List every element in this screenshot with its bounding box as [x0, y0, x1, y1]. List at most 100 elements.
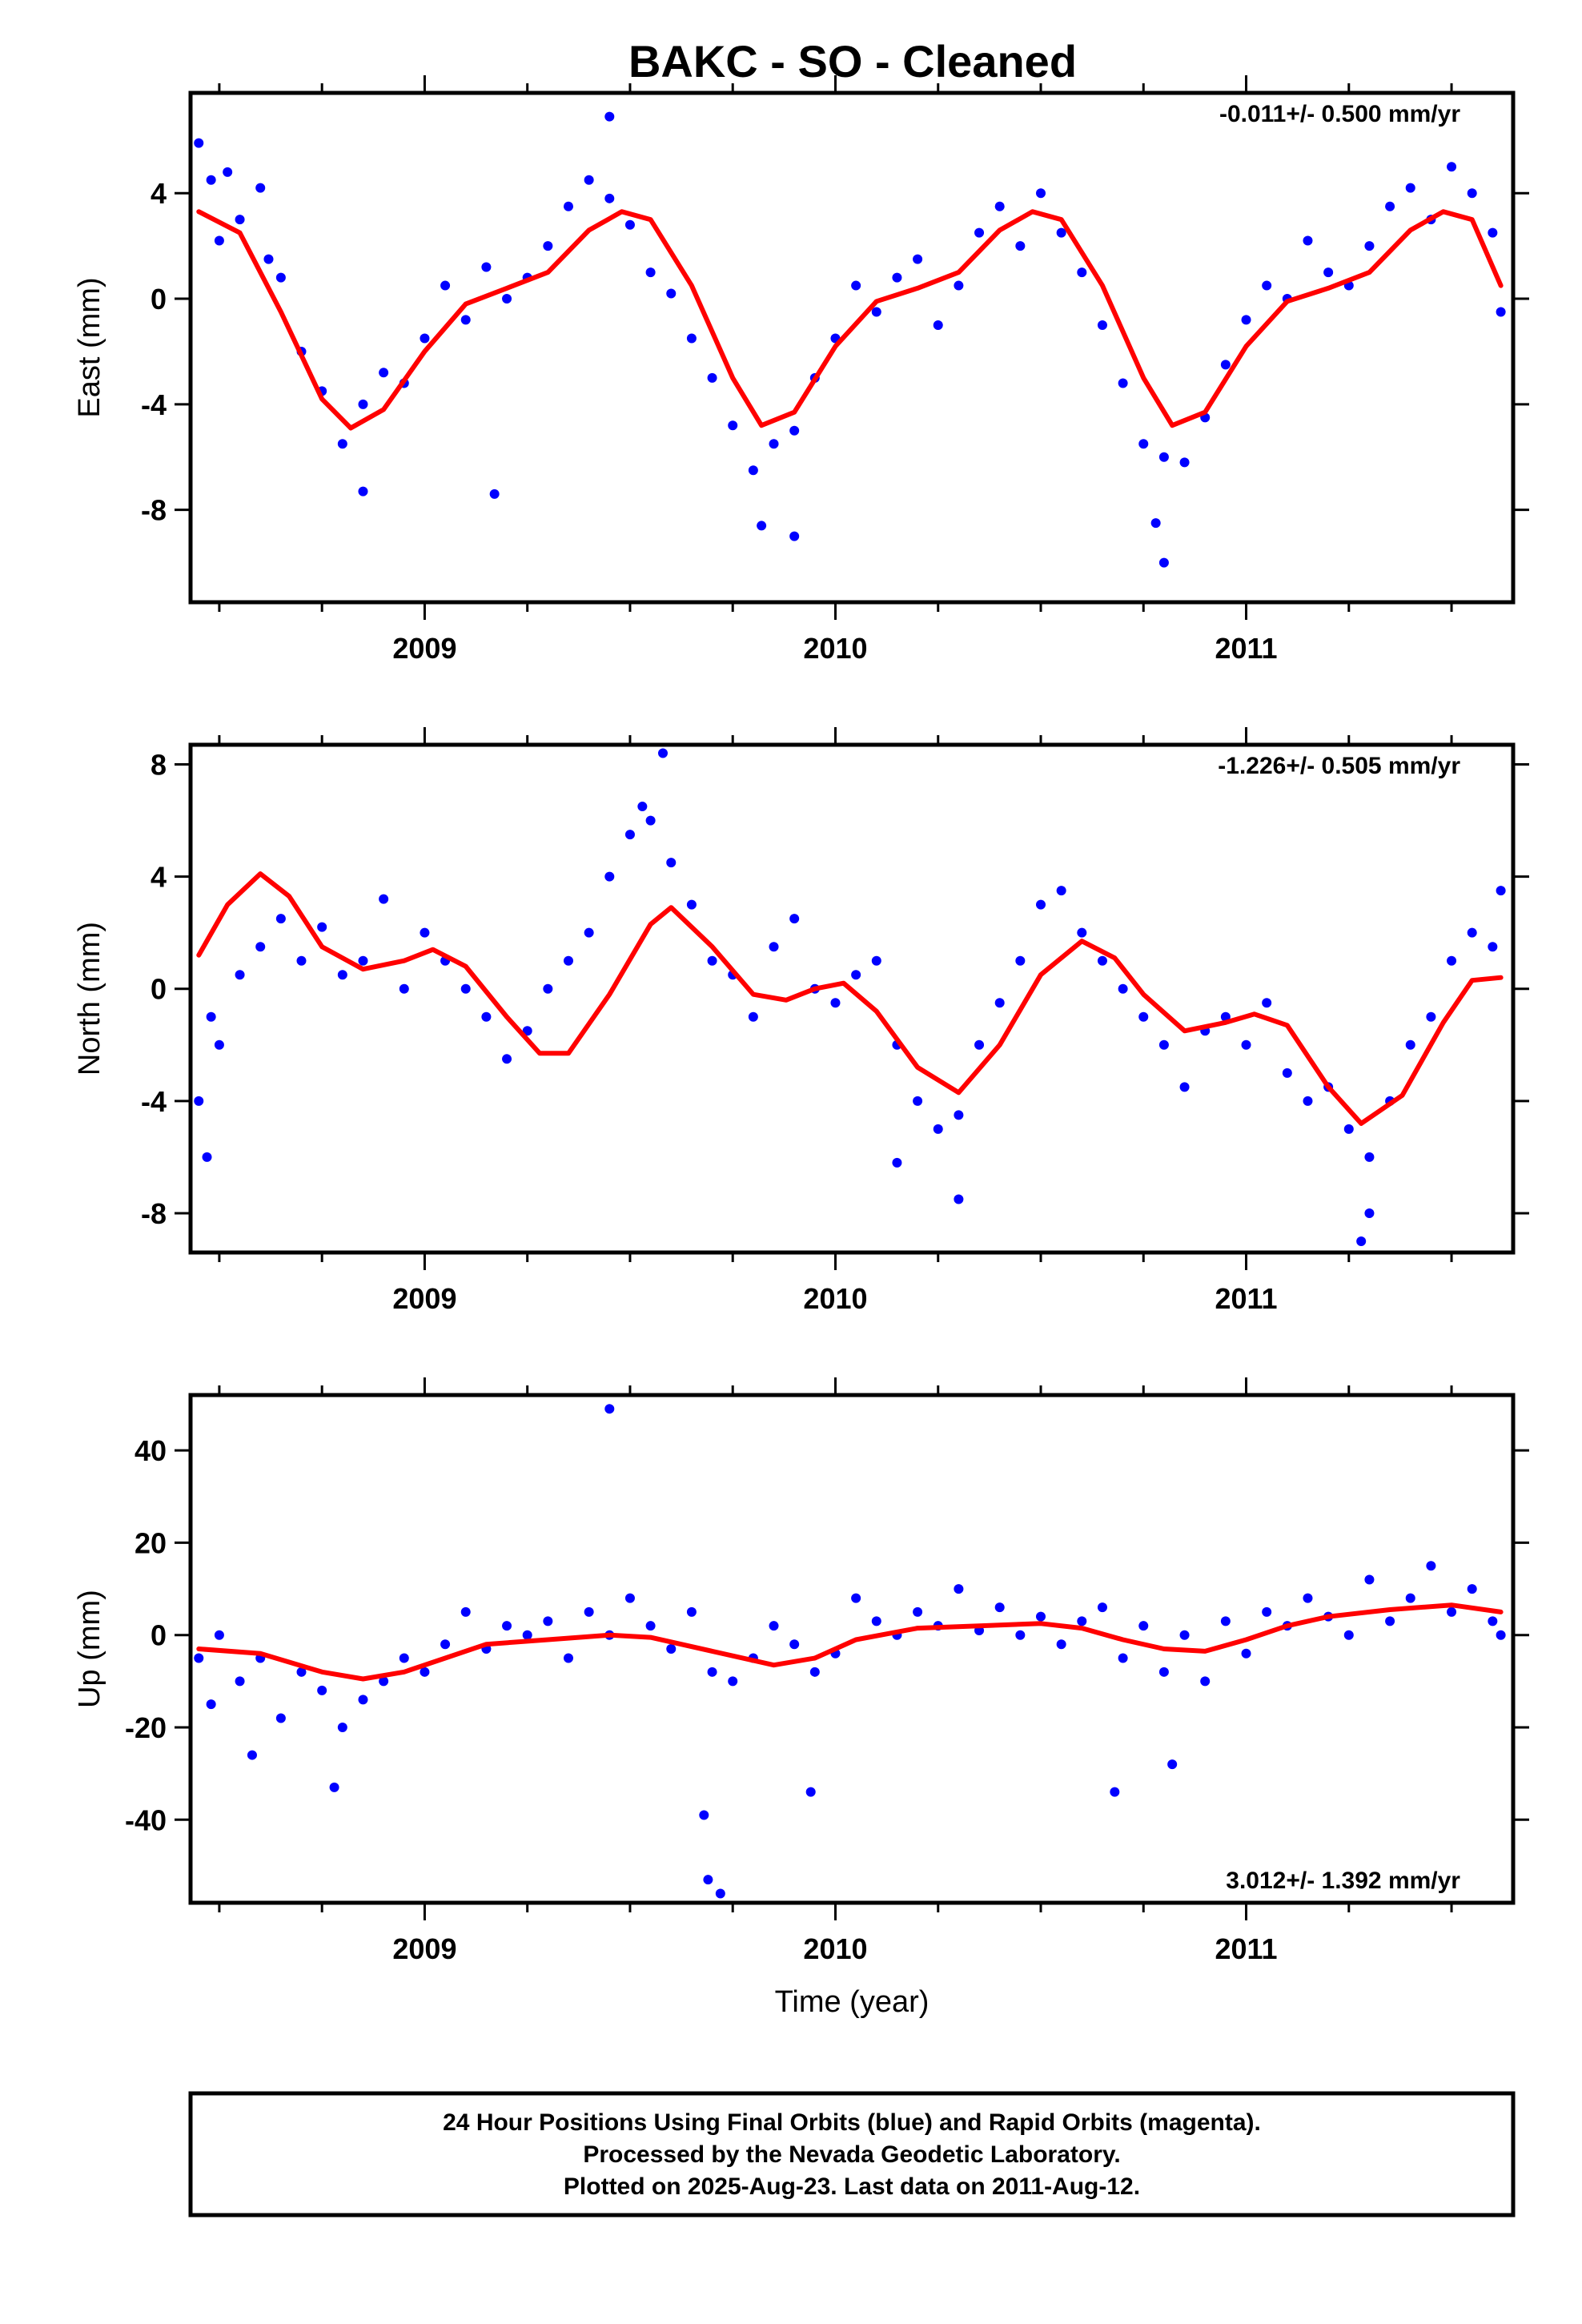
data-point — [789, 1639, 800, 1650]
data-point — [1097, 320, 1107, 330]
data-point — [194, 1653, 204, 1663]
data-point — [1496, 307, 1506, 317]
fit-curve — [196, 1602, 1504, 1682]
chart-title: BAKC - SO - Cleaned — [628, 36, 1077, 86]
up-panel: 2009 2010 2011 40 20 0 -20 -40 Up (mm) Time (year… — [73, 1377, 1529, 2019]
data-point — [851, 1593, 861, 1603]
data-points — [194, 748, 1506, 1246]
data-point — [329, 1782, 339, 1792]
data-point — [1097, 1602, 1107, 1613]
data-point — [358, 486, 368, 497]
y-axis-label: East (mm) — [73, 277, 106, 417]
data-point — [1015, 955, 1026, 966]
data-point — [604, 111, 615, 122]
data-point — [728, 420, 738, 431]
data-point — [748, 465, 758, 476]
data-point — [584, 175, 594, 185]
data-point — [666, 858, 677, 868]
data-point — [769, 439, 779, 449]
data-point — [604, 871, 615, 882]
data-point — [1488, 1616, 1498, 1626]
data-point — [1405, 1593, 1415, 1603]
data-point — [769, 942, 779, 952]
y-tick-label: -8 — [141, 494, 167, 527]
data-point — [871, 1616, 881, 1626]
data-point — [666, 1644, 677, 1654]
data-point — [564, 201, 573, 211]
data-point — [275, 272, 286, 283]
rate-label: -0.011+/- 0.500 mm/yr — [1219, 101, 1460, 127]
data-point — [851, 280, 861, 291]
data-point — [337, 439, 347, 449]
data-point — [1405, 183, 1415, 193]
x-tick-label: 2010 — [803, 1282, 867, 1315]
data-point — [1036, 188, 1046, 199]
data-point — [645, 267, 656, 278]
data-point — [502, 1054, 512, 1064]
data-point — [1364, 1152, 1375, 1162]
data-point — [337, 1722, 347, 1732]
data-point — [1241, 315, 1251, 325]
data-point — [1220, 1011, 1231, 1022]
plot-frame — [188, 742, 1516, 1255]
data-point — [420, 1667, 430, 1677]
data-point — [1496, 886, 1506, 896]
data-point — [194, 1096, 204, 1106]
data-point — [1385, 201, 1395, 211]
data-point — [757, 521, 767, 531]
data-point — [658, 748, 668, 758]
data-point — [1138, 1011, 1149, 1022]
data-point — [1118, 378, 1128, 388]
data-point — [604, 1404, 615, 1414]
data-point — [715, 1888, 725, 1899]
data-point — [1385, 1616, 1395, 1626]
data-points — [194, 1404, 1506, 1899]
data-point — [1303, 1096, 1313, 1106]
data-point — [584, 927, 594, 938]
data-point — [624, 219, 635, 230]
x-tick-label: 2009 — [392, 1282, 456, 1315]
data-point — [206, 1699, 216, 1710]
data-point — [440, 1639, 451, 1650]
data-point — [1262, 998, 1272, 1008]
data-point — [337, 970, 347, 980]
footer-line-1: 24 Hour Positions Using Final Orbits (bl… — [443, 2109, 1261, 2136]
data-point — [1077, 267, 1087, 278]
data-point — [933, 320, 943, 330]
data-point — [994, 1602, 1005, 1613]
data-point — [1447, 162, 1457, 172]
y-tick-label: 0 — [151, 283, 167, 316]
data-point — [1097, 955, 1107, 966]
y-tick-label: -4 — [141, 388, 167, 421]
footer-line-2: Processed by the Nevada Geodetic Laborat… — [583, 2141, 1120, 2168]
data-point — [1364, 241, 1375, 251]
data-point — [235, 1676, 245, 1687]
data-points — [194, 111, 1506, 568]
data-point — [214, 1039, 224, 1050]
data-point — [809, 1667, 820, 1677]
data-point — [851, 970, 861, 980]
data-point — [1167, 1759, 1178, 1770]
data-point — [830, 998, 841, 1008]
data-point — [543, 241, 553, 251]
data-point — [954, 1584, 964, 1594]
data-point — [1056, 227, 1066, 238]
footer-box: 24 Hour Positions Using Final Orbits (bl… — [188, 2091, 1516, 2217]
data-point — [1343, 1124, 1354, 1134]
data-point — [1158, 452, 1169, 462]
data-point — [584, 1606, 594, 1617]
data-point — [1220, 360, 1231, 370]
data-point — [1241, 1039, 1251, 1050]
y-tick-label: -20 — [125, 1711, 167, 1744]
y-tick-label: 4 — [151, 177, 167, 210]
data-point — [789, 914, 800, 924]
data-point — [399, 1653, 409, 1663]
data-point — [1220, 1616, 1231, 1626]
data-point — [686, 333, 697, 344]
data-point — [1496, 1630, 1506, 1640]
data-point — [202, 1152, 212, 1162]
plot-frame — [188, 1393, 1516, 1905]
data-point — [420, 927, 430, 938]
data-point — [1282, 1068, 1292, 1078]
x-tick-label: 2009 — [392, 1932, 456, 1965]
